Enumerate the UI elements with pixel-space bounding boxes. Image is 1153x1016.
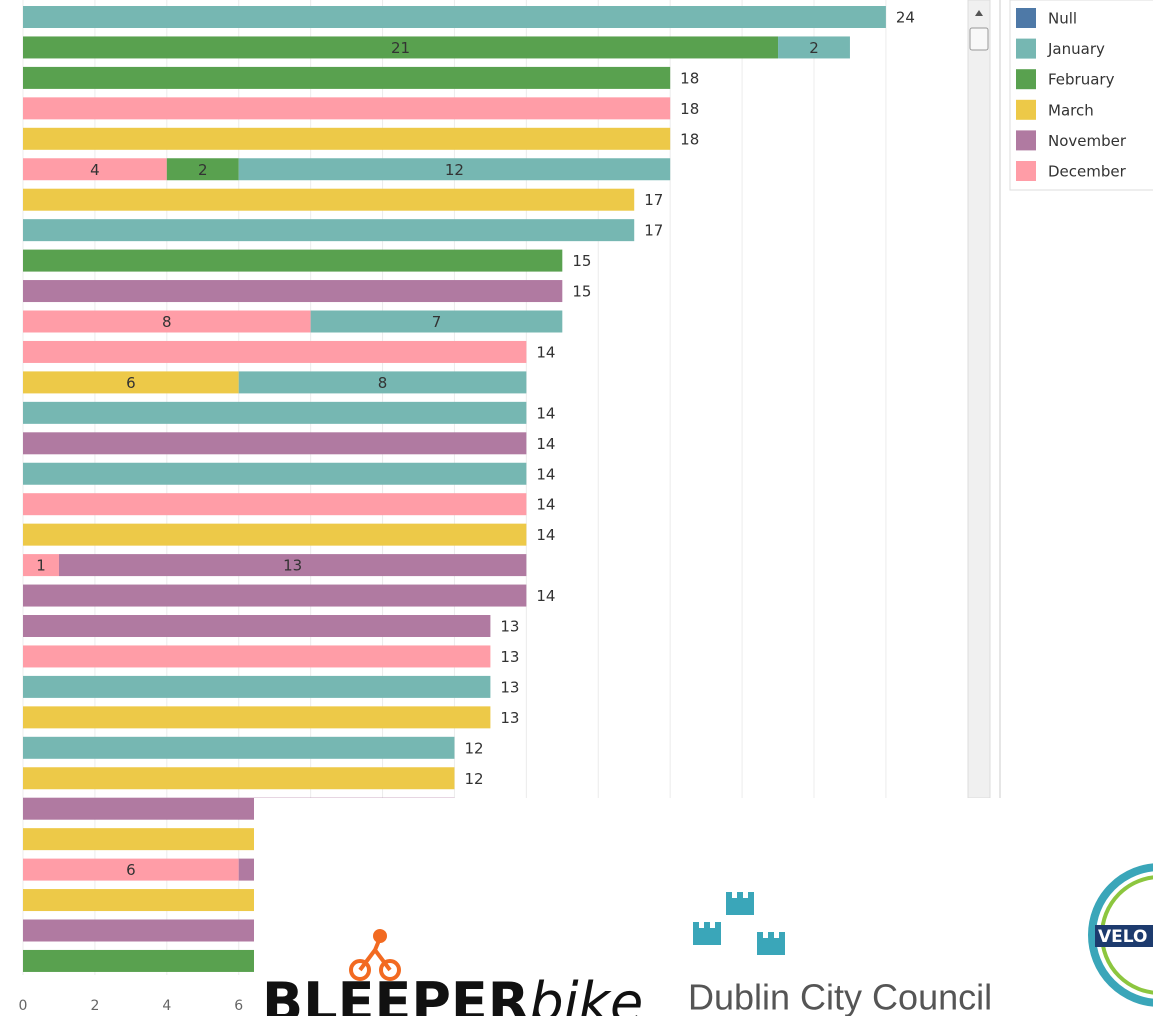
data-label: 14	[536, 526, 555, 544]
bar-segment	[166, 158, 239, 181]
legend: Null January February March November December	[1016, 8, 1127, 181]
data-label: 2	[198, 161, 208, 179]
bar-segment	[23, 615, 491, 637]
bar-segment	[23, 675, 491, 698]
legend-label: November	[1048, 132, 1127, 150]
bar-segment	[23, 127, 671, 150]
legend-label: January	[1047, 40, 1105, 58]
bar-segment	[23, 432, 527, 455]
legend-label: February	[1048, 71, 1115, 89]
bar-segment	[23, 706, 491, 729]
data-label: 6	[126, 861, 136, 879]
data-label: 14	[536, 343, 555, 361]
data-label: 14	[536, 465, 555, 483]
data-label: 13	[500, 618, 519, 636]
x-tick-label: 4	[162, 998, 171, 1014]
data-label: 13	[283, 557, 302, 575]
bar-segment	[23, 401, 527, 424]
legend-label: Null	[1048, 10, 1077, 28]
bar-segment	[23, 36, 779, 59]
legend-swatch	[1016, 99, 1036, 120]
bar-segment	[238, 158, 671, 181]
bar-segment	[238, 371, 527, 394]
bike-icon	[349, 929, 401, 981]
data-label: 7	[432, 313, 442, 331]
bar-segment	[310, 310, 563, 333]
legend-swatch	[1016, 8, 1036, 28]
data-label: 14	[536, 587, 555, 605]
data-label: 13	[500, 678, 519, 696]
council-logo: Dublin City Council	[688, 977, 992, 1016]
legend-swatch	[1016, 130, 1036, 151]
data-label: 15	[572, 252, 591, 270]
data-label: 18	[680, 100, 699, 118]
bleeper-logo: BLEEPERbike	[262, 971, 643, 1016]
legend-swatch	[1016, 69, 1036, 90]
bar-segment	[23, 188, 635, 211]
data-label: 6	[126, 374, 136, 392]
bike-word: bike	[529, 971, 643, 1016]
x-tick-label: 6	[234, 998, 243, 1014]
legend-label: December	[1048, 163, 1127, 181]
data-label: 13	[500, 648, 519, 666]
bar-segment	[23, 310, 311, 333]
bar-segment	[23, 493, 527, 516]
bar-segment	[23, 523, 527, 546]
data-label: 2	[809, 39, 819, 57]
bar-segment	[23, 584, 527, 607]
data-label: 12	[445, 161, 464, 179]
bar-segment	[23, 249, 563, 272]
legend-swatch	[1016, 161, 1036, 181]
bar-segment	[58, 554, 527, 577]
scrollbar[interactable]	[967, 0, 991, 799]
bar-segment	[23, 66, 671, 89]
data-label: 8	[378, 374, 388, 392]
bar-segment	[23, 462, 527, 485]
velo-text: VELO	[1098, 927, 1147, 947]
data-label: 1	[36, 557, 46, 575]
bar-segment	[23, 158, 167, 181]
logo-overlay	[254, 798, 1153, 1016]
data-label: 12	[464, 770, 483, 788]
data-label: 14	[536, 404, 555, 422]
data-label: 17	[644, 191, 663, 209]
legend-swatch	[1016, 38, 1036, 59]
bar-segment	[23, 280, 563, 303]
data-label: 15	[572, 283, 591, 301]
data-label: 12	[464, 739, 483, 757]
x-tick-label: 2	[90, 998, 99, 1014]
data-label: 8	[162, 313, 172, 331]
bar-segment	[23, 340, 527, 363]
bar-segment	[23, 858, 239, 881]
data-label: 18	[680, 130, 699, 148]
bar-segment	[23, 645, 491, 668]
bar-segment	[23, 767, 455, 790]
data-label: 14	[536, 435, 555, 453]
data-label: 14	[536, 496, 555, 514]
bar-segment	[23, 6, 886, 28]
data-label: 4	[90, 161, 100, 179]
council-towers	[693, 892, 785, 955]
data-label: 18	[680, 69, 699, 87]
legend-label: March	[1048, 101, 1094, 119]
x-tick-label: 0	[19, 998, 28, 1014]
bar-segment	[23, 97, 671, 120]
scroll-up-arrow[interactable]	[975, 10, 983, 16]
data-label: 17	[644, 222, 663, 240]
bar-segment	[23, 736, 455, 759]
scroll-thumb[interactable]	[969, 27, 989, 51]
bar-segment	[778, 36, 850, 59]
bar-segment	[23, 219, 635, 242]
bleeper-word: BLEEPER	[262, 971, 529, 1016]
bar-segment	[23, 371, 239, 394]
velo-logo: VELO	[1088, 863, 1153, 1007]
bar-segment	[23, 554, 59, 577]
data-label: 24	[896, 9, 915, 27]
data-label: 21	[391, 39, 410, 57]
data-label: 13	[500, 709, 519, 727]
legend-box	[1009, 0, 1153, 191]
